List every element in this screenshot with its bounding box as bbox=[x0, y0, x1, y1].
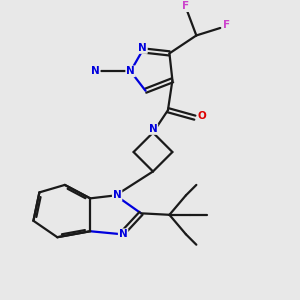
Text: F: F bbox=[223, 20, 230, 30]
Text: N: N bbox=[148, 124, 158, 134]
Text: F: F bbox=[182, 1, 189, 11]
Text: N: N bbox=[119, 229, 128, 239]
Text: N: N bbox=[138, 43, 147, 53]
Text: N: N bbox=[126, 66, 135, 76]
Text: N: N bbox=[91, 66, 100, 76]
Text: O: O bbox=[198, 111, 207, 121]
Text: N: N bbox=[113, 190, 122, 200]
